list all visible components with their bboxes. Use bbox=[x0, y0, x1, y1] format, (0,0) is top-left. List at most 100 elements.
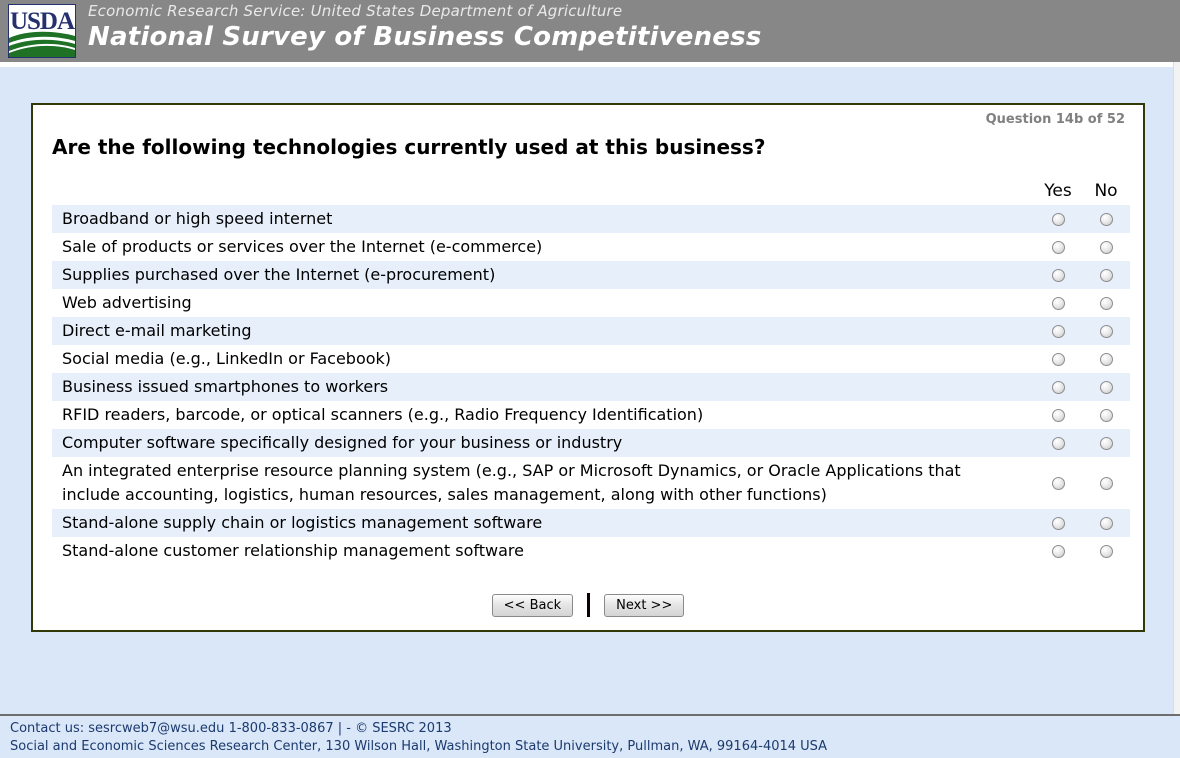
table-row: Business issued smartphones to workers bbox=[52, 373, 1130, 401]
no-radio-cell bbox=[1082, 345, 1130, 373]
table-row: Supplies purchased over the Internet (e-… bbox=[52, 261, 1130, 289]
page-header: USDA Economic Research Service: United S… bbox=[0, 0, 1180, 62]
answer-grid: Yes No Broadband or high speed internet … bbox=[52, 181, 1130, 565]
contact-email-link[interactable]: sesrcweb7@wsu.edu bbox=[88, 721, 225, 736]
table-row: Stand-alone supply chain or logistics ma… bbox=[52, 509, 1130, 537]
yes-radio[interactable] bbox=[1051, 436, 1065, 450]
no-radio-cell bbox=[1082, 373, 1130, 401]
item-label: Sale of products or services over the In… bbox=[62, 237, 543, 256]
no-radio[interactable] bbox=[1099, 476, 1113, 490]
item-label: Computer software specifically designed … bbox=[62, 433, 623, 452]
item-label: RFID readers, barcode, or optical scanne… bbox=[62, 405, 704, 424]
navigation-buttons: << Back Next >> bbox=[33, 593, 1143, 617]
table-row: Web advertising bbox=[52, 289, 1130, 317]
yes-radio[interactable] bbox=[1051, 352, 1065, 366]
no-radio[interactable] bbox=[1099, 324, 1113, 338]
no-radio-cell bbox=[1082, 429, 1130, 457]
yes-radio[interactable] bbox=[1051, 380, 1065, 394]
no-radio-cell bbox=[1082, 509, 1130, 537]
yes-radio-cell bbox=[1034, 289, 1082, 317]
agency-subtitle: Economic Research Service: United States… bbox=[88, 2, 623, 20]
yes-radio[interactable] bbox=[1051, 268, 1065, 282]
yes-radio[interactable] bbox=[1051, 240, 1065, 254]
header-divider bbox=[0, 62, 1180, 67]
header-titles: Economic Research Service: United States… bbox=[88, 2, 1170, 52]
usda-logo-icon: USDA bbox=[8, 4, 76, 58]
back-button[interactable]: << Back bbox=[491, 593, 574, 617]
question-title: Are the following technologies currently… bbox=[52, 135, 766, 159]
yes-radio-cell bbox=[1034, 509, 1082, 537]
table-row: An integrated enterprise resource planni… bbox=[52, 457, 1130, 509]
no-radio-cell bbox=[1082, 317, 1130, 345]
item-label: Web advertising bbox=[62, 293, 192, 312]
table-row: Social media (e.g., LinkedIn or Facebook… bbox=[52, 345, 1130, 373]
no-radio[interactable] bbox=[1099, 436, 1113, 450]
column-headers: Yes No bbox=[52, 181, 1130, 201]
no-radio-cell bbox=[1082, 457, 1130, 509]
button-divider bbox=[587, 593, 591, 617]
no-radio[interactable] bbox=[1099, 516, 1113, 530]
no-radio[interactable] bbox=[1099, 268, 1113, 282]
no-column-header: No bbox=[1094, 181, 1118, 201]
scrollbar-track[interactable] bbox=[1173, 62, 1180, 758]
no-radio-cell bbox=[1082, 537, 1130, 565]
item-label: Stand-alone supply chain or logistics ma… bbox=[62, 513, 543, 532]
no-radio[interactable] bbox=[1099, 352, 1113, 366]
table-row: Computer software specifically designed … bbox=[52, 429, 1130, 457]
no-radio[interactable] bbox=[1099, 544, 1113, 558]
page-footer: Contact us: sesrcweb7@wsu.edu 1-800-833-… bbox=[0, 714, 1180, 758]
yes-radio[interactable] bbox=[1051, 544, 1065, 558]
item-label: Business issued smartphones to workers bbox=[62, 377, 389, 396]
yes-radio-cell bbox=[1034, 537, 1082, 565]
yes-radio-cell bbox=[1034, 205, 1082, 233]
no-radio[interactable] bbox=[1099, 408, 1113, 422]
no-radio[interactable] bbox=[1099, 212, 1113, 226]
survey-title: National Survey of Business Competitiven… bbox=[88, 22, 762, 52]
table-row: Direct e-mail marketing bbox=[52, 317, 1130, 345]
no-radio-cell bbox=[1082, 233, 1130, 261]
footer-contact-line: Contact us: sesrcweb7@wsu.edu 1-800-833-… bbox=[10, 720, 1180, 738]
usda-logo-text: USDA bbox=[10, 8, 75, 35]
yes-radio[interactable] bbox=[1051, 324, 1065, 338]
item-label: An integrated enterprise resource planni… bbox=[62, 461, 961, 504]
yes-radio-cell bbox=[1034, 373, 1082, 401]
yes-radio-cell bbox=[1034, 345, 1082, 373]
yes-radio[interactable] bbox=[1051, 296, 1065, 310]
yes-radio-cell bbox=[1034, 457, 1082, 509]
yes-radio[interactable] bbox=[1051, 476, 1065, 490]
no-radio-cell bbox=[1082, 261, 1130, 289]
contact-label: Contact us: bbox=[10, 721, 85, 736]
table-row: Sale of products or services over the In… bbox=[52, 233, 1130, 261]
footer-address-line: Social and Economic Sciences Research Ce… bbox=[10, 739, 828, 754]
item-label: Broadband or high speed internet bbox=[62, 209, 333, 228]
no-radio[interactable] bbox=[1099, 240, 1113, 254]
yes-radio-cell bbox=[1034, 317, 1082, 345]
item-rows: Broadband or high speed internet Sale of… bbox=[52, 205, 1130, 565]
no-radio-cell bbox=[1082, 205, 1130, 233]
progress-indicator: Question 14b of 52 bbox=[985, 112, 1125, 127]
table-row: RFID readers, barcode, or optical scanne… bbox=[52, 401, 1130, 429]
yes-column-header: Yes bbox=[1044, 181, 1072, 201]
no-radio-cell bbox=[1082, 401, 1130, 429]
yes-radio[interactable] bbox=[1051, 212, 1065, 226]
item-label: Supplies purchased over the Internet (e-… bbox=[62, 265, 496, 284]
table-row: Broadband or high speed internet bbox=[52, 205, 1130, 233]
column-header-spacer bbox=[52, 181, 1034, 201]
item-label: Stand-alone customer relationship manage… bbox=[62, 541, 524, 560]
table-row: Stand-alone customer relationship manage… bbox=[52, 537, 1130, 565]
yes-radio-cell bbox=[1034, 429, 1082, 457]
yes-radio-cell bbox=[1034, 401, 1082, 429]
next-button[interactable]: Next >> bbox=[604, 593, 685, 617]
no-radio[interactable] bbox=[1099, 296, 1113, 310]
item-label: Social media (e.g., LinkedIn or Facebook… bbox=[62, 349, 392, 368]
usda-logo-graphic: USDA bbox=[9, 5, 76, 57]
item-label: Direct e-mail marketing bbox=[62, 321, 252, 340]
yes-radio-cell bbox=[1034, 233, 1082, 261]
no-radio-cell bbox=[1082, 289, 1130, 317]
question-panel: Question 14b of 52 Are the following tec… bbox=[31, 103, 1145, 632]
contact-rest: 1-800-833-0867 | - © SESRC 2013 bbox=[228, 721, 452, 736]
yes-radio[interactable] bbox=[1051, 516, 1065, 530]
no-radio[interactable] bbox=[1099, 380, 1113, 394]
yes-radio[interactable] bbox=[1051, 408, 1065, 422]
